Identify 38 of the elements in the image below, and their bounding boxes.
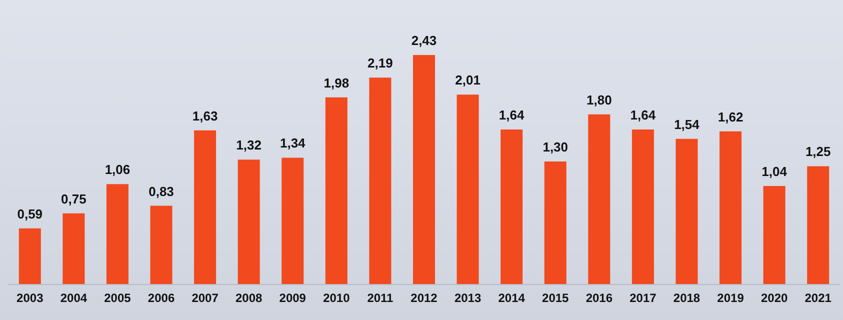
data-label: 2,19 (368, 56, 393, 71)
x-tick-label: 2009 (279, 291, 306, 305)
x-tick-label: 2016 (586, 291, 613, 305)
x-tick-label: 2010 (323, 291, 350, 305)
data-label: 2,01 (455, 72, 480, 88)
data-label: 1,04 (762, 164, 788, 179)
data-label: 0,59 (17, 206, 43, 222)
data-label: 0,75 (61, 191, 86, 206)
x-tick-label: 2008 (235, 291, 263, 305)
data-label: 1,64 (630, 107, 656, 122)
data-label: 2,43 (411, 33, 437, 48)
x-tick-label: 2015 (542, 291, 570, 305)
x-tick-label: 2020 (760, 291, 788, 305)
x-tick-label: 2007 (192, 291, 219, 305)
x-tick-label: 2003 (16, 291, 44, 305)
data-label: 1,34 (280, 136, 306, 151)
data-label: 1,98 (324, 75, 350, 90)
x-tick-label: 2004 (60, 291, 88, 305)
x-tick-label: 2011 (367, 291, 394, 305)
x-tick-label: 2012 (410, 291, 438, 305)
x-tick-label: 2017 (630, 291, 657, 305)
data-label: 1,62 (718, 109, 744, 124)
x-tick-label: 2019 (717, 291, 744, 305)
data-label: 1,30 (542, 139, 568, 154)
data-label: 1,80 (586, 92, 612, 108)
x-tick-label: 2005 (104, 291, 132, 305)
data-label: 1,32 (236, 138, 262, 153)
data-label: 1,06 (104, 162, 130, 178)
data-label: 0,83 (148, 184, 174, 199)
data-label: 1,63 (192, 108, 218, 124)
data-label: 1,25 (805, 144, 831, 160)
data-label: 1,64 (498, 107, 525, 122)
x-tick-label: 2014 (498, 291, 526, 305)
x-tick-label: 2013 (454, 291, 482, 305)
x-tick-label: 2006 (148, 291, 175, 305)
x-tick-label: 2021 (804, 291, 832, 305)
x-tick-label: 2018 (673, 291, 700, 305)
data-label: 1,54 (674, 116, 700, 132)
